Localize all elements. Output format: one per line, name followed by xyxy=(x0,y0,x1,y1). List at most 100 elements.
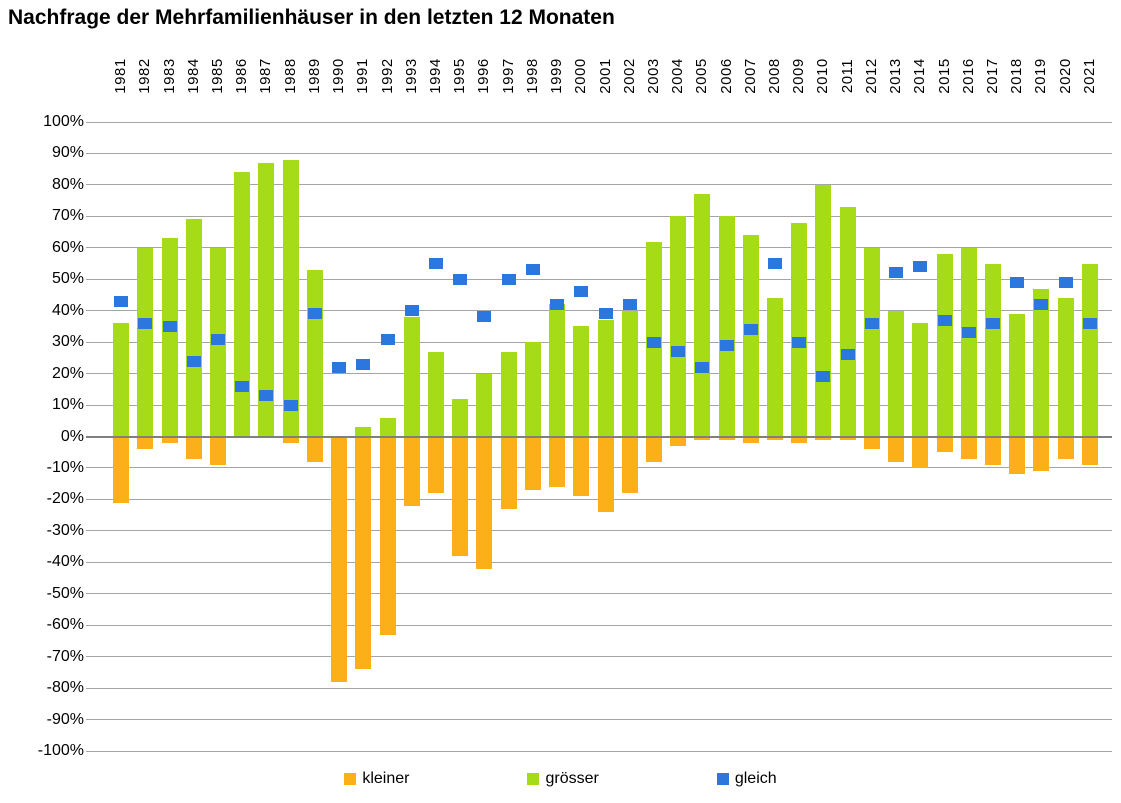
x-axis-year-label: 1999 xyxy=(548,58,566,94)
chart-title: Nachfrage der Mehrfamilienhäuser in den … xyxy=(8,6,615,29)
bar-groesser xyxy=(863,247,880,437)
legend-swatch-kleiner xyxy=(344,773,357,785)
marker-gleich xyxy=(1034,298,1049,310)
x-axis-year-label: 1984 xyxy=(184,58,202,94)
bar-kleiner xyxy=(452,436,469,556)
marker-gleich xyxy=(840,349,855,361)
legend-item-groesser: grösser xyxy=(527,770,599,788)
bar-kleiner xyxy=(621,436,638,494)
x-axis-year-label: 2007 xyxy=(741,58,759,94)
bar-groesser xyxy=(185,219,202,437)
y-axis-tick-label: -60% xyxy=(46,616,84,634)
bar-kleiner xyxy=(985,436,1001,465)
zero-axis-line xyxy=(86,435,1112,438)
bar-kleiner xyxy=(960,436,977,459)
bar-groesser xyxy=(621,310,638,437)
bar-kleiner xyxy=(1033,436,1050,472)
marker-gleich xyxy=(186,355,201,367)
y-axis-tick-label: 80% xyxy=(51,175,84,193)
marker-gleich xyxy=(210,333,225,345)
marker-gleich xyxy=(671,346,686,358)
x-axis-year-label: 2009 xyxy=(790,58,808,94)
bar-kleiner xyxy=(282,436,299,443)
bar-groesser xyxy=(597,320,614,437)
y-axis-tick-label: -100% xyxy=(37,742,84,759)
y-axis-tick-label: 50% xyxy=(51,270,84,288)
bar-kleiner xyxy=(670,436,687,446)
bar-kleiner xyxy=(403,436,420,506)
marker-gleich xyxy=(961,327,976,339)
bar-kleiner xyxy=(113,436,130,503)
x-axis-year-label: 1986 xyxy=(233,58,251,94)
bar-groesser xyxy=(476,373,493,437)
marker-gleich xyxy=(864,317,879,329)
x-axis-year-label: 2005 xyxy=(693,58,711,94)
marker-gleich xyxy=(501,273,516,285)
bar-groesser xyxy=(718,216,735,437)
marker-gleich xyxy=(477,311,492,323)
bar-groesser xyxy=(161,238,178,437)
bar-kleiner xyxy=(597,436,614,512)
legend-label: grösser xyxy=(545,770,599,787)
x-axis-year-label: 2015 xyxy=(935,58,953,94)
gridline xyxy=(86,593,1112,595)
bar-groesser xyxy=(500,351,517,437)
bar-kleiner xyxy=(161,436,178,443)
x-axis-year-label: 2011 xyxy=(838,58,856,94)
x-axis-year-label: 1993 xyxy=(402,58,420,94)
x-axis-year-label: 2018 xyxy=(1008,58,1026,94)
bar-groesser xyxy=(1009,313,1026,437)
gridline xyxy=(86,121,1112,123)
x-axis-year-label: 1987 xyxy=(257,58,275,94)
bar-kleiner xyxy=(936,436,953,453)
bar-groesser xyxy=(1081,263,1098,437)
x-axis-year-label: 1997 xyxy=(499,58,517,94)
marker-gleich xyxy=(816,371,831,383)
y-axis-tick-label: -90% xyxy=(46,710,84,728)
marker-gleich xyxy=(1010,276,1025,288)
bar-kleiner xyxy=(767,436,784,440)
bar-groesser xyxy=(452,398,469,437)
gridline xyxy=(86,530,1112,532)
y-axis-tick-label: 40% xyxy=(51,301,84,319)
bar-kleiner xyxy=(185,436,202,459)
marker-gleich xyxy=(380,333,395,345)
y-axis-tick-label: -80% xyxy=(46,679,84,697)
bar-groesser xyxy=(670,216,687,437)
marker-gleich xyxy=(622,298,637,310)
y-axis-tick-label: 10% xyxy=(51,396,84,414)
y-axis-tick-label: 30% xyxy=(51,333,84,351)
x-axis-year-label: 2010 xyxy=(814,58,832,94)
y-axis-tick-label: 90% xyxy=(51,144,84,162)
bar-groesser xyxy=(694,194,711,437)
x-axis-year-label: 2013 xyxy=(887,58,905,94)
x-axis-year-label: 1983 xyxy=(160,58,178,94)
marker-gleich xyxy=(1082,317,1097,329)
marker-gleich xyxy=(792,336,807,348)
x-axis-year-label: 1995 xyxy=(451,58,469,94)
bar-kleiner xyxy=(1009,436,1026,475)
gridline xyxy=(86,184,1112,186)
x-axis-year-label: 2012 xyxy=(862,58,880,94)
marker-gleich xyxy=(550,298,565,310)
x-axis-year-label: 2016 xyxy=(959,58,977,94)
y-axis-tick-label: -10% xyxy=(46,458,84,476)
gridline xyxy=(86,719,1112,721)
bar-groesser xyxy=(815,184,832,437)
legend-label: kleiner xyxy=(362,770,410,787)
bar-groesser xyxy=(355,427,372,437)
bar-kleiner xyxy=(888,436,905,462)
x-axis-year-label: 1991 xyxy=(354,58,372,94)
bar-groesser xyxy=(282,159,299,437)
marker-gleich xyxy=(743,324,758,336)
marker-gleich xyxy=(695,361,710,373)
bar-kleiner xyxy=(306,436,323,462)
x-axis-year-label: 1989 xyxy=(305,58,323,94)
marker-gleich xyxy=(598,308,613,320)
bar-kleiner xyxy=(791,436,808,443)
x-axis-year-label: 2019 xyxy=(1032,58,1050,94)
marker-gleich xyxy=(114,295,129,307)
bar-groesser xyxy=(742,235,759,437)
bar-groesser xyxy=(1057,298,1074,437)
bar-kleiner xyxy=(549,436,566,487)
